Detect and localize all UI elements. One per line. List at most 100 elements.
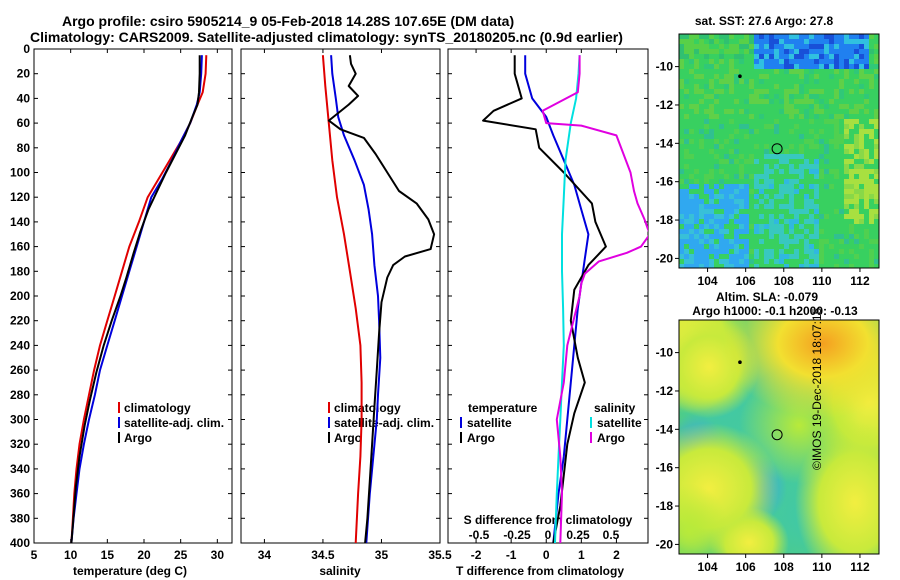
map-x-tick-label: 108 — [774, 274, 794, 288]
y-tick-label: 300 — [10, 413, 30, 427]
legend-entry: satellite — [467, 416, 512, 430]
previous-position-dot — [738, 360, 742, 364]
x-axis-label: T difference from climatology — [456, 564, 624, 578]
y-tick-label: 140 — [10, 215, 30, 229]
y-tick-label: 260 — [10, 363, 30, 377]
panel-frame — [33, 48, 233, 544]
legend-entry: Argo — [597, 431, 625, 445]
y-tick-label: 400 — [10, 536, 30, 550]
series-line-temperature-argo — [482, 55, 607, 543]
map-y-tick-label: -18 — [656, 213, 674, 227]
map-y-tick-label: -18 — [656, 499, 674, 513]
x-tick-label: 20 — [137, 548, 151, 562]
legend-entry: satellite-adj. clim. — [124, 416, 224, 430]
map-x-tick-label: 112 — [850, 560, 870, 574]
series-line-salinity-argo — [541, 55, 648, 543]
y-tick-label: 280 — [10, 388, 30, 402]
map-y-tick-label: -16 — [656, 175, 674, 189]
profile-panel-salinity: 34 34.5 35 35.5 salinity — [240, 48, 452, 578]
x-tick-label: 10 — [64, 548, 78, 562]
y-tick-label: 240 — [10, 338, 30, 352]
map-x-tick-label: 104 — [698, 560, 718, 574]
y-tick-label: 60 — [17, 116, 31, 130]
y-tick-label: 120 — [10, 190, 30, 204]
map-y-tick-label: -12 — [656, 98, 674, 112]
secondary-x-tick-label: 0 — [545, 528, 552, 542]
title-line-2: Climatology: CARS2009. Satellite-adjuste… — [30, 29, 623, 45]
x-tick-label: 30 — [211, 548, 225, 562]
y-tick-label: 80 — [17, 141, 31, 155]
series-line-satellite-adj-clim- — [70, 55, 203, 543]
y-tick-label: 380 — [10, 511, 30, 525]
x-tick-label: 1 — [578, 548, 585, 562]
y-tick-label: 20 — [17, 67, 31, 81]
series-line-climatology — [321, 55, 363, 543]
series-group — [321, 55, 436, 543]
previous-position-dot — [738, 74, 742, 78]
map-sst_map: -10 -12 -14 -16 -18 -20 104 106 108 110 112 — [656, 33, 880, 288]
x-tick-label: 34 — [258, 548, 272, 562]
map-field — [679, 320, 879, 554]
title-line-1: Argo profile: csiro 5905214_9 05-Feb-201… — [62, 13, 515, 29]
map-x-tick-label: 110 — [812, 274, 832, 288]
map-x-tick-label: 106 — [736, 274, 756, 288]
y-tick-label: 200 — [10, 289, 30, 303]
y-tick-label: 220 — [10, 314, 30, 328]
x-tick-label: 15 — [101, 548, 115, 562]
map-field — [679, 34, 879, 268]
argo-position-marker — [771, 429, 783, 441]
y-tick-label: 160 — [10, 240, 30, 254]
series-line-argo — [70, 55, 201, 543]
map-y-tick-label: -12 — [656, 384, 674, 398]
x-tick-label: 35.5 — [428, 548, 452, 562]
x-tick-label: 2 — [613, 548, 620, 562]
map-x-tick-label: 110 — [812, 560, 832, 574]
y-tick-label: 180 — [10, 264, 30, 278]
map-frame — [678, 319, 880, 555]
map-y-tick-label: -20 — [656, 251, 674, 265]
series-line-salinity-satellite — [554, 55, 581, 543]
map-y-tick-label: -14 — [656, 422, 674, 436]
credit-text: ©IMOS 19-Dec-2018 18:07:15 — [810, 307, 824, 470]
x-axis-label: salinity — [319, 564, 361, 578]
map-x-tick-label: 104 — [698, 274, 718, 288]
sst-map-title: sat. SST: 27.6 Argo: 27.8 — [695, 14, 834, 28]
series-line-climatology — [70, 55, 208, 543]
y-tick-label: 340 — [10, 462, 30, 476]
y-tick-label: 0 — [23, 42, 30, 56]
legend-title-temperature: temperature — [468, 401, 538, 415]
legend-entry: climatology — [334, 401, 401, 415]
secondary-x-tick-label: -0.25 — [503, 528, 531, 542]
legend-entry: Argo — [334, 431, 362, 445]
secondary-x-axis-label: S difference from climatology — [464, 513, 633, 527]
legend-title-salinity: salinity — [594, 401, 636, 415]
map-sla_map: -10 -12 -14 -16 -18 -20 104 106 108 110 112 — [656, 319, 880, 574]
map-y-tick-label: -20 — [656, 537, 674, 551]
legend-entry: Argo — [467, 431, 495, 445]
x-tick-label: 5 — [31, 548, 38, 562]
x-tick-label: -1 — [506, 548, 517, 562]
legend-entry: satellite — [597, 416, 642, 430]
series-group — [70, 55, 208, 543]
secondary-x-tick-label: 0.5 — [603, 528, 620, 542]
y-tick-label: 40 — [17, 91, 31, 105]
x-tick-label: 35 — [375, 548, 389, 562]
series-line-argo — [327, 55, 436, 543]
x-axis-label: temperature (deg C) — [73, 564, 187, 578]
map-x-tick-label: 106 — [736, 560, 756, 574]
map-x-tick-label: 112 — [850, 274, 870, 288]
argo-position-marker — [771, 143, 783, 155]
series-group — [482, 55, 648, 543]
map-y-tick-label: -16 — [656, 461, 674, 475]
x-tick-label: 0 — [543, 548, 550, 562]
secondary-x-tick-label: 0.25 — [566, 528, 590, 542]
legend-entry: climatology — [124, 401, 191, 415]
map-x-tick-label: 108 — [774, 560, 794, 574]
x-tick-label: 34.5 — [311, 548, 335, 562]
sla-map-title-line-2: Argo h1000: -0.1 h2000: -0.13 — [692, 304, 858, 318]
legend-entry: satellite-adj. clim. — [334, 416, 434, 430]
sla-map-title-line-1: Altim. SLA: -0.079 — [716, 290, 818, 304]
profile-panel-difference: -2 -1 0 1 2 T difference from climatology — [447, 48, 649, 578]
map-frame — [678, 33, 880, 269]
